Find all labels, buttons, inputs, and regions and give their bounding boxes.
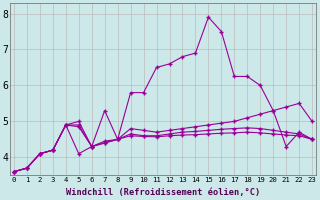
X-axis label: Windchill (Refroidissement éolien,°C): Windchill (Refroidissement éolien,°C) xyxy=(66,188,260,197)
